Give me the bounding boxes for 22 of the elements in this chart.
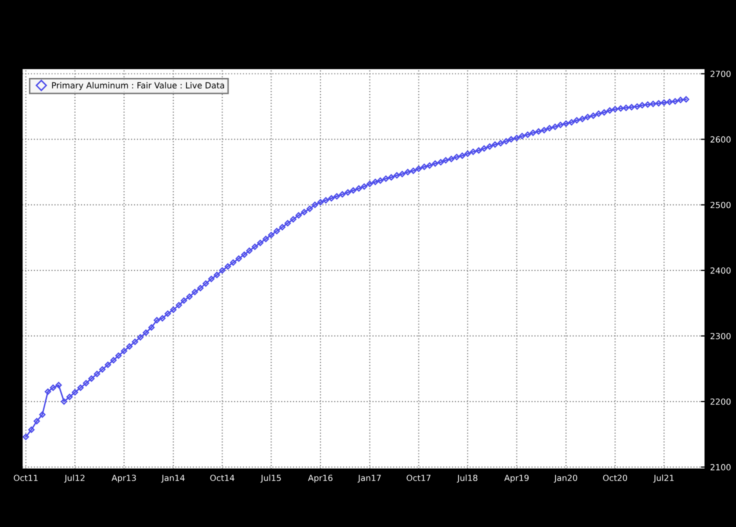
y-tick-label: 2600 — [710, 136, 731, 143]
x-tick-label: Apr16 — [308, 474, 332, 483]
x-tick-label: Oct17 — [406, 474, 430, 482]
x-tick-label: Oct20 — [603, 474, 628, 482]
y-tick-label: 2700 — [710, 70, 731, 78]
x-tick-label: Oct14 — [210, 474, 234, 482]
y-tick-label: 2300 — [710, 332, 731, 340]
x-tick-label: Jul15 — [260, 474, 281, 483]
x-tick-label: Apr19 — [504, 474, 529, 483]
x-tick-label: Apr13 — [112, 474, 136, 483]
y-tick-label: 2200 — [710, 398, 731, 405]
y-tick-label: 2400 — [710, 267, 731, 274]
x-tick-label: Jan17 — [358, 474, 381, 483]
y-tick-label: 2500 — [710, 202, 731, 208]
x-tick-label: Jan20 — [554, 474, 578, 483]
x-tick-label: Jul18 — [456, 474, 478, 483]
x-tick-label: Jan14 — [161, 474, 185, 483]
x-tick-label: Jul12 — [64, 474, 84, 483]
x-tick-label: Jul21 — [653, 474, 674, 483]
x-tick-label: Oct11 — [14, 474, 38, 482]
y-tick-label: 2100 — [710, 464, 731, 470]
legend-label: Primary Aluminum : Fair Value : Live Data — [52, 82, 224, 90]
